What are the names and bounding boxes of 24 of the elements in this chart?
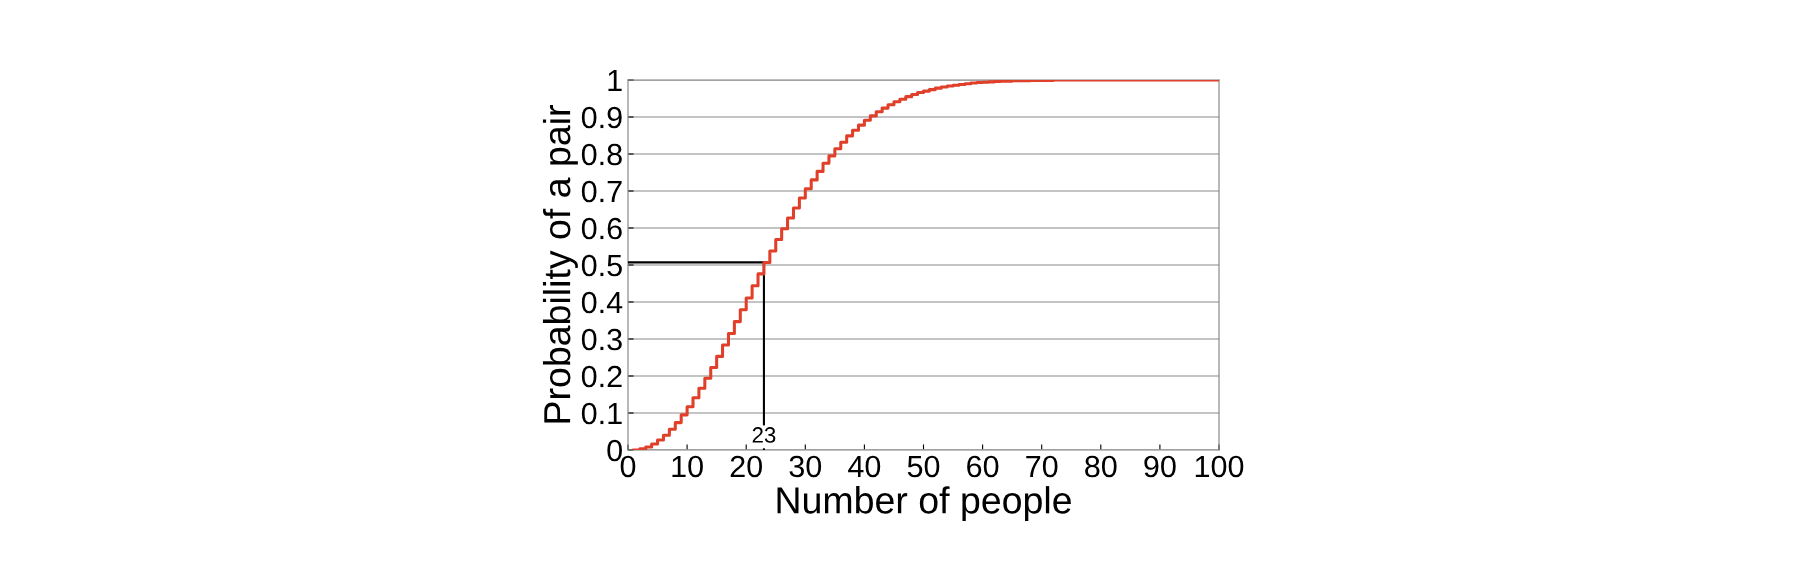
y-tick-label: 0 bbox=[607, 439, 622, 462]
y-tick-label: 0.5 bbox=[581, 254, 622, 277]
y-tick-label: 0.3 bbox=[581, 328, 622, 351]
y-tick-label: 0.7 bbox=[581, 180, 622, 203]
y-tick-label: 0.4 bbox=[581, 291, 623, 314]
x-tick-label: 10 bbox=[672, 455, 703, 478]
y-tick-label: 0.1 bbox=[581, 402, 622, 425]
y-tick-label: 1 bbox=[608, 70, 622, 92]
x-tick-label: 100 bbox=[1195, 455, 1244, 478]
y-axis-title: Probability of a pair bbox=[542, 105, 578, 423]
annotation: 23 bbox=[752, 427, 776, 443]
x-tick-label: 40 bbox=[848, 455, 881, 478]
x-tick-label: 20 bbox=[730, 455, 762, 478]
y-tick-label: 0.6 bbox=[581, 217, 622, 240]
y-tick-label: 0.2 bbox=[581, 365, 622, 388]
x-tick-label: 30 bbox=[789, 455, 822, 478]
x-tick-label: 50 bbox=[907, 455, 940, 478]
y-tick-label: 0.8 bbox=[581, 143, 622, 166]
x-tick-label: 70 bbox=[1026, 455, 1058, 478]
y-tick-label: 0.9 bbox=[581, 106, 622, 129]
x-axis-title: Number of people bbox=[777, 486, 1071, 522]
x-tick-label: 90 bbox=[1144, 455, 1176, 478]
x-tick-label: 60 bbox=[967, 455, 999, 478]
x-tick-label: 80 bbox=[1085, 455, 1117, 478]
